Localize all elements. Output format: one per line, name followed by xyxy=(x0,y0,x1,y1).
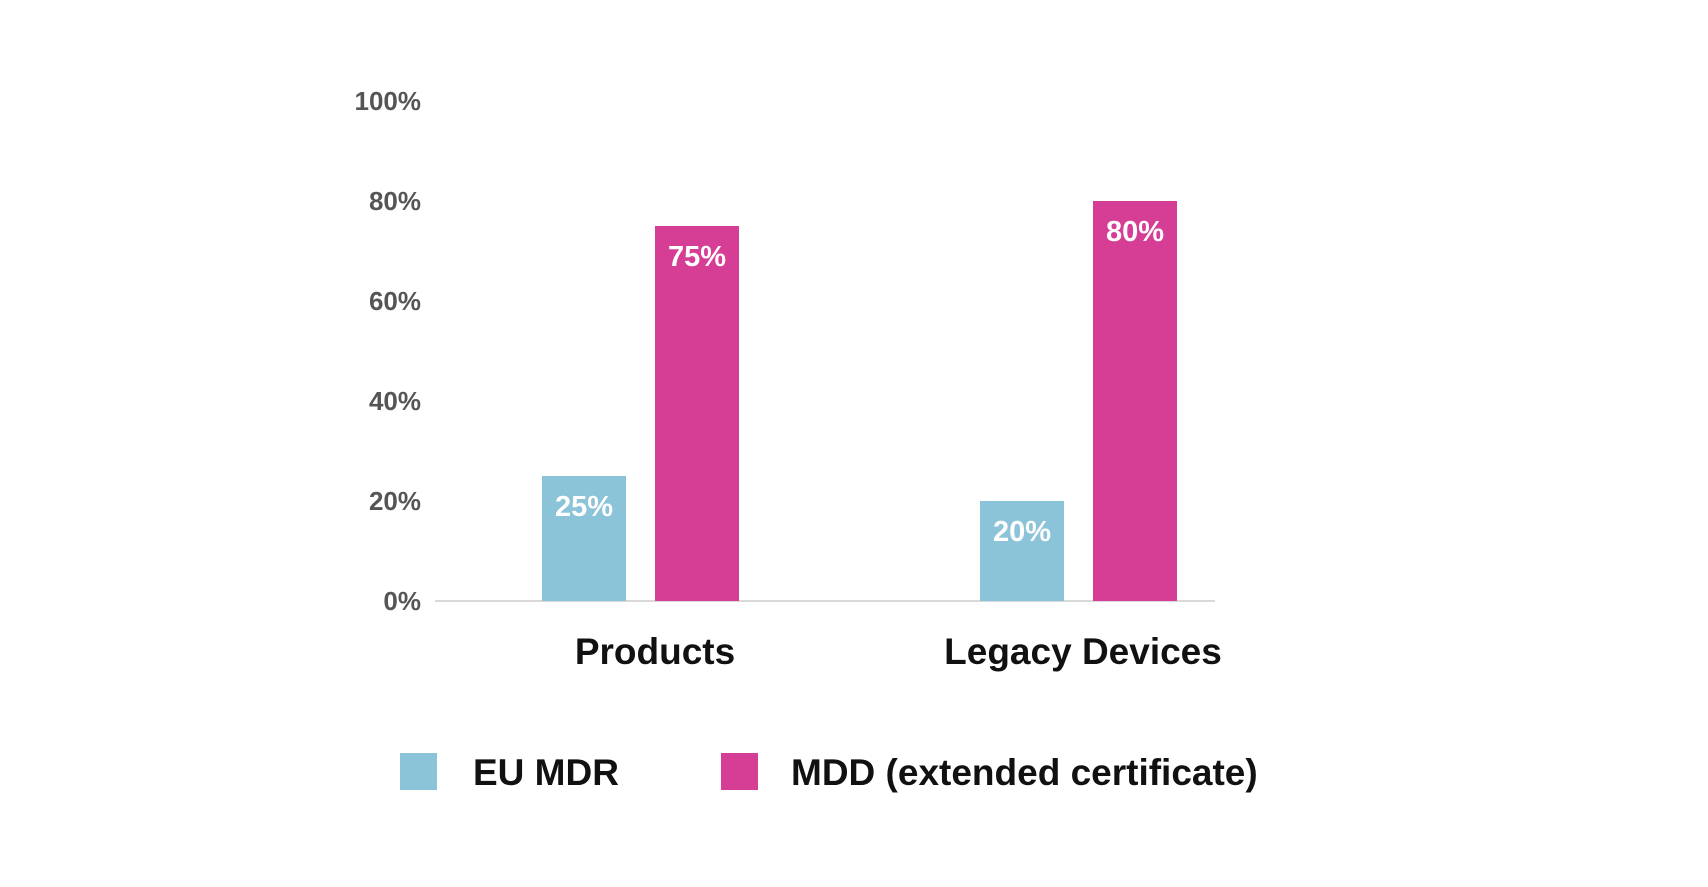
bar-eu-mdr-0 xyxy=(542,476,626,601)
y-tick-label: 40% xyxy=(369,386,421,416)
bar-eu-mdr-1 xyxy=(980,501,1064,601)
bar-data-label: 80% xyxy=(1106,216,1164,248)
legend-swatch xyxy=(721,753,758,790)
y-tick-label: 0% xyxy=(383,586,421,616)
y-tick-label: 80% xyxy=(369,186,421,216)
y-tick-label: 60% xyxy=(369,286,421,316)
y-tick-label: 100% xyxy=(355,86,422,116)
x-category-label: Legacy Devices xyxy=(944,631,1222,672)
x-category-label: Products xyxy=(575,631,735,672)
bar-data-label: 20% xyxy=(993,516,1051,548)
legend-swatch xyxy=(400,753,437,790)
bars: 25% 20% 75% 80% xyxy=(542,201,1177,601)
legend-label: EU MDR xyxy=(473,752,619,793)
y-tick-label: 20% xyxy=(369,486,421,516)
bar-data-label: 75% xyxy=(668,241,726,273)
legend-label: MDD (extended certificate) xyxy=(791,752,1258,793)
bar-mdd-1 xyxy=(1093,201,1177,601)
bar-mdd-0 xyxy=(655,226,739,601)
bar-data-label: 25% xyxy=(555,491,613,523)
x-axis-category-labels: Products Legacy Devices xyxy=(575,631,1222,672)
y-axis-tick-labels: 0% 20% 40% 60% 80% 100% xyxy=(355,86,422,616)
legend: EU MDR MDD (extended certificate) xyxy=(400,752,1258,793)
